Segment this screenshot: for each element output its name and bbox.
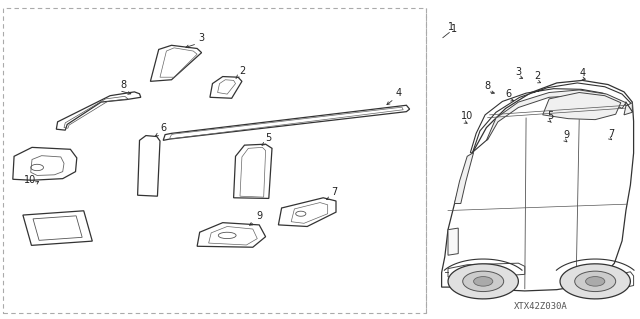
- Polygon shape: [448, 264, 518, 299]
- Text: 3: 3: [198, 33, 205, 43]
- Text: 8: 8: [120, 80, 127, 90]
- Polygon shape: [486, 90, 626, 140]
- Circle shape: [575, 271, 616, 292]
- Polygon shape: [278, 198, 336, 226]
- Polygon shape: [442, 80, 634, 291]
- Polygon shape: [602, 272, 634, 288]
- Polygon shape: [23, 211, 92, 245]
- Polygon shape: [56, 92, 141, 130]
- Polygon shape: [13, 147, 77, 180]
- Text: 6: 6: [506, 89, 512, 99]
- Polygon shape: [470, 83, 630, 153]
- Text: 10: 10: [24, 175, 36, 185]
- Text: 2: 2: [534, 71, 541, 81]
- Text: 2: 2: [239, 66, 246, 76]
- Polygon shape: [448, 228, 458, 255]
- Polygon shape: [448, 263, 525, 278]
- Circle shape: [586, 277, 605, 286]
- Text: 9: 9: [256, 211, 262, 221]
- Polygon shape: [197, 223, 266, 247]
- Text: 1: 1: [451, 24, 457, 34]
- Text: 1: 1: [448, 22, 454, 32]
- Bar: [3, 8, 426, 313]
- Polygon shape: [210, 77, 242, 98]
- Polygon shape: [624, 103, 632, 115]
- Polygon shape: [150, 45, 202, 81]
- Text: 4: 4: [396, 88, 402, 98]
- Text: 7: 7: [608, 129, 614, 139]
- Polygon shape: [138, 136, 160, 196]
- Text: 5: 5: [547, 111, 554, 121]
- Circle shape: [463, 271, 504, 292]
- Text: 9: 9: [563, 130, 570, 140]
- Circle shape: [474, 277, 493, 286]
- Text: 7: 7: [332, 187, 338, 197]
- Polygon shape: [234, 144, 272, 198]
- Polygon shape: [163, 105, 410, 140]
- Text: 6: 6: [160, 123, 166, 133]
- Text: 3: 3: [515, 67, 522, 77]
- Polygon shape: [454, 152, 474, 204]
- Text: 4: 4: [579, 68, 586, 78]
- Text: 5: 5: [266, 133, 272, 143]
- Text: XTX42Z030A: XTX42Z030A: [514, 302, 568, 311]
- Text: 10: 10: [461, 111, 473, 121]
- Text: 8: 8: [484, 81, 491, 91]
- Polygon shape: [543, 93, 621, 120]
- Polygon shape: [560, 264, 630, 299]
